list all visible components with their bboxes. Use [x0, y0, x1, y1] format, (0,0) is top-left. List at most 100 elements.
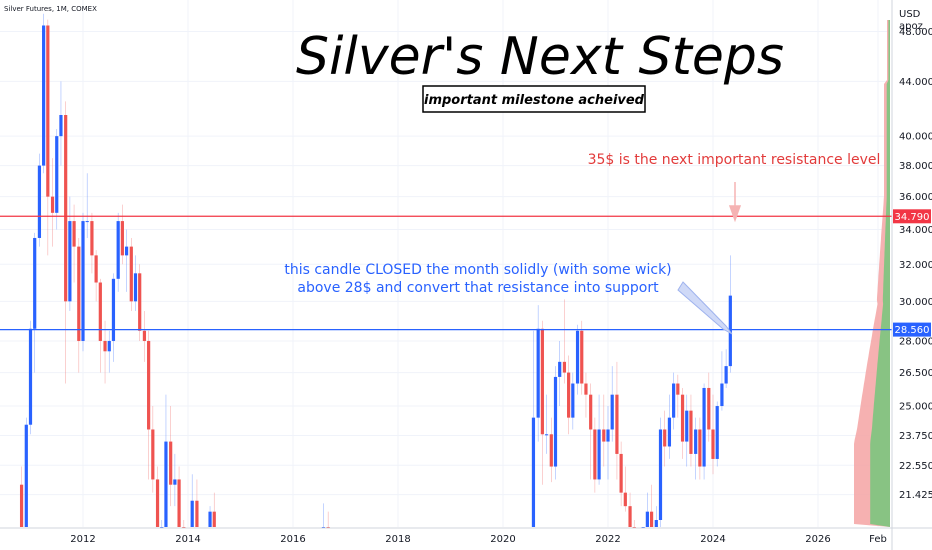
- candle-body: [602, 429, 606, 442]
- candle: [549, 417, 553, 483]
- candle: [68, 196, 72, 311]
- candle: [42, 13, 46, 174]
- candle: [173, 453, 177, 507]
- x-tick-label: 2024: [700, 534, 725, 545]
- candle-body: [553, 376, 558, 467]
- candle-body: [90, 221, 94, 256]
- candle-body: [649, 511, 654, 527]
- candle-body: [46, 25, 50, 197]
- candle-body: [147, 340, 151, 430]
- candle-body: [628, 506, 632, 527]
- candle: [19, 466, 24, 527]
- candle: [702, 383, 706, 480]
- candle-body: [606, 429, 610, 442]
- x-tick-label: 2020: [490, 534, 515, 545]
- candle-body: [28, 328, 33, 425]
- candle-body: [129, 246, 133, 302]
- candle-body: [619, 453, 623, 493]
- y-tick-label: 26.500: [899, 368, 932, 379]
- candle: [28, 320, 33, 435]
- resistance-annotation: 35$ is the next important resistance lev…: [588, 152, 881, 168]
- candle-body: [663, 429, 667, 447]
- candle: [72, 204, 76, 283]
- candle-body: [85, 221, 89, 223]
- candle-body: [702, 387, 706, 467]
- y-tick-label: 25.000: [899, 402, 932, 413]
- candle: [698, 417, 702, 480]
- x-axis-ticks: 2012 2014 2016 2018 2020 2022 2024 2026 Feb: [70, 534, 887, 545]
- candle-body: [589, 394, 593, 430]
- candle-body: [571, 383, 575, 418]
- y-tick-label: 22.550: [899, 461, 932, 472]
- candle-body: [103, 340, 107, 352]
- candle: [562, 299, 567, 384]
- x-tick-label: Feb: [869, 534, 887, 545]
- svg-text:34.790: 34.790: [895, 212, 930, 223]
- candle-body: [120, 221, 124, 256]
- candle-body: [77, 246, 81, 341]
- candle-body: [724, 366, 728, 384]
- candle: [111, 273, 116, 362]
- candle-body: [133, 273, 138, 302]
- y-tick-label: 44.000: [899, 77, 932, 88]
- candle-body: [64, 114, 68, 302]
- candle: [50, 158, 55, 247]
- candle-body: [707, 387, 711, 430]
- candle-body: [173, 479, 177, 485]
- candle-body: [615, 394, 619, 454]
- candle-body: [593, 429, 597, 480]
- candle: [138, 264, 142, 341]
- candle: [55, 129, 59, 230]
- candle-body: [654, 520, 658, 527]
- candle-body: [720, 383, 724, 407]
- candle-body: [94, 255, 98, 283]
- candle: [151, 406, 155, 493]
- candle: [85, 173, 89, 238]
- candle: [195, 479, 199, 527]
- candle-body: [72, 221, 76, 247]
- unit-label: apoz: [899, 21, 923, 32]
- candle: [103, 320, 107, 384]
- candle-body: [667, 417, 672, 447]
- candle: [606, 406, 610, 480]
- candle-body: [212, 511, 216, 527]
- level-lines: [0, 215, 892, 331]
- y-tick-label: 48.000: [899, 27, 932, 38]
- candle-body: [81, 221, 85, 341]
- candle-body: [623, 492, 627, 507]
- currency-label: USD: [899, 9, 921, 20]
- candle-body: [190, 500, 194, 527]
- candle-body: [116, 221, 120, 279]
- candle: [711, 394, 715, 475]
- y-tick-label: 36.000: [899, 192, 932, 203]
- candle: [707, 372, 711, 442]
- candle-body: [124, 246, 129, 256]
- candle: [724, 349, 728, 388]
- candle-body: [645, 511, 649, 527]
- candle-body: [715, 406, 719, 459]
- x-tick-label: 2018: [385, 534, 410, 545]
- candle: [615, 361, 619, 480]
- candle-body: [50, 196, 55, 213]
- candle-body: [107, 340, 111, 352]
- candle: [602, 394, 606, 467]
- candle: [94, 250, 98, 302]
- candle: [160, 520, 164, 528]
- candle: [575, 324, 580, 395]
- y-tick-label: 34.000: [899, 225, 932, 236]
- y-tick-label: 40.000: [899, 132, 932, 143]
- y-tick-label: 21.425: [899, 490, 932, 501]
- y-tick-label: 38.000: [899, 161, 932, 172]
- svg-text:28.560: 28.560: [895, 325, 930, 336]
- candle: [164, 394, 168, 527]
- candle: [632, 520, 636, 528]
- candle-body: [536, 328, 540, 418]
- candle-body: [531, 417, 536, 527]
- candle: [24, 417, 28, 527]
- candle: [142, 310, 147, 362]
- candle: [98, 278, 102, 373]
- x-tick-label: 2014: [175, 534, 200, 545]
- candle-body: [610, 394, 614, 430]
- candle-body: [558, 361, 562, 377]
